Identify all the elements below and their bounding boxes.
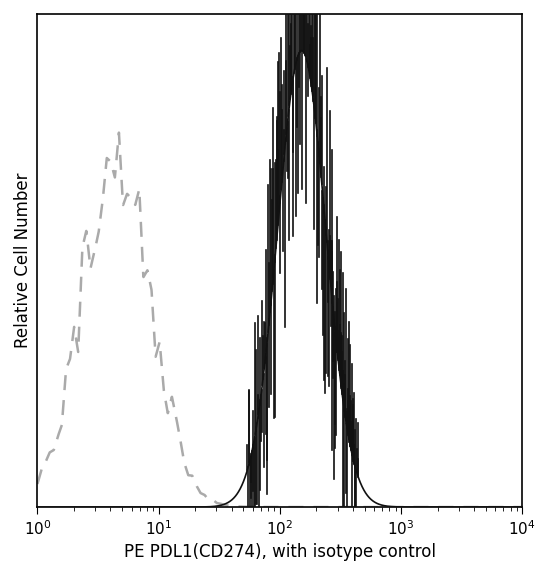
Y-axis label: Relative Cell Number: Relative Cell Number	[14, 172, 32, 348]
X-axis label: PE PDL1(CD274), with isotype control: PE PDL1(CD274), with isotype control	[124, 543, 436, 561]
